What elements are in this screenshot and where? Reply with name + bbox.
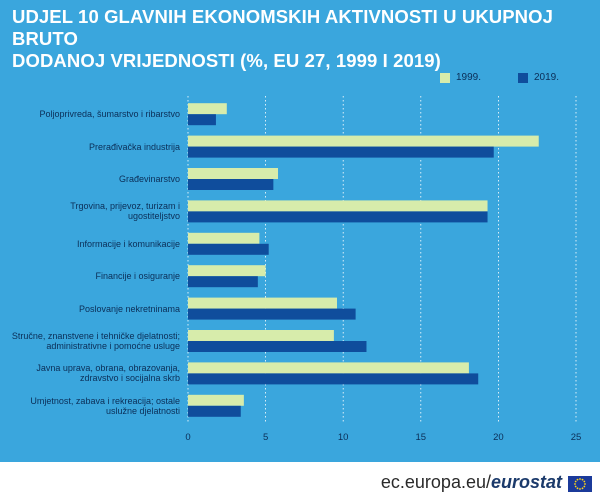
category-label-9: Umjetnost, zabava i rekreacija; ostale us…: [10, 393, 180, 419]
category-label-line: Javna uprava, obrana, obrazovanja,: [36, 363, 180, 374]
tick-label-10: 10: [337, 432, 349, 443]
bar-2019-2: [188, 179, 274, 190]
category-label-line: Trgovina, prijevoz, turizam i: [70, 201, 180, 212]
footer-domain: ec.europa.eu/: [380, 472, 491, 492]
flag-star: [584, 483, 586, 485]
bar-1999-0: [188, 103, 227, 115]
flag-star: [581, 478, 584, 481]
footer-url[interactable]: ec.europa.eu/eurostat: [381, 472, 562, 493]
bar-1999-9: [188, 394, 244, 406]
category-label-text-6: Poslovanje nekretninama: [79, 304, 180, 314]
category-label-text-8: Javna uprava, obrana, obrazovanja, zdravs…: [36, 363, 180, 383]
eu-flag-icon: [568, 476, 592, 492]
tick-label-25: 25: [570, 432, 582, 443]
category-label-line: Umjetnost, zabava i rekreacija; ostale: [30, 395, 180, 406]
bar-2019-9: [188, 405, 241, 417]
flag-star: [579, 478, 581, 480]
category-label-2: Građevinarstvo: [10, 166, 180, 192]
bar-2019-1: [188, 146, 494, 158]
category-label-7: Stručne, znanstvene i tehničke djelatnos…: [10, 328, 180, 354]
tick-label-15: 15: [415, 432, 427, 443]
bar-2019-5: [188, 276, 258, 288]
bar-2019-8: [188, 373, 479, 385]
category-label-4: Informacije i komunikacije: [10, 231, 180, 257]
bar-2019-4: [188, 243, 269, 255]
flag-star: [583, 485, 586, 488]
bar-2019-7: [188, 341, 367, 352]
category-label-line: Stručne, znanstvene i tehničke djelatnos…: [11, 331, 180, 341]
category-label-line: ugostiteljstvo: [127, 211, 180, 222]
category-label-text-0: Poljoprivreda, šumarstvo i ribarstvo: [39, 109, 180, 119]
category-label-line: Informacije i komunikacije: [76, 238, 180, 249]
category-label-line: Poslovanje nekretninama: [78, 303, 180, 314]
flag-star: [576, 487, 579, 490]
tick-label-0: 0: [185, 432, 191, 443]
bar-1999-6: [188, 297, 337, 309]
category-label-line: Financije i osiguranje: [95, 271, 180, 282]
tick-label-5: 5: [262, 432, 269, 443]
category-label-text-4: Informacije i komunikacije: [77, 239, 180, 249]
bar-1999-3: [188, 200, 488, 212]
category-label-1: Prerađivačka industrija: [10, 134, 180, 160]
flag-star: [583, 480, 586, 483]
bar-2019-0: [188, 114, 216, 126]
category-label-text-1: Prerađivačka industrija: [89, 142, 180, 152]
category-label-text-5: Financije i osiguranje: [95, 271, 180, 281]
flag-star: [576, 478, 579, 481]
legend-label: 1999.: [456, 72, 482, 83]
bar-1999-1: [188, 135, 539, 147]
bar-1999-8: [188, 362, 469, 374]
bar-2019-6: [188, 308, 356, 320]
legend-swatch: [440, 72, 450, 83]
category-label-line: Građevinarstvo: [118, 174, 180, 184]
title-line-2: DODANOJ VRIJEDNOSTI (%, EU 27, 1999 I 20…: [12, 50, 441, 71]
bar-1999-7: [188, 330, 334, 341]
flag-star: [581, 487, 584, 490]
category-label-line: administrativne i pomoćne usluge: [46, 341, 180, 351]
legend-item-2019: 2019.: [518, 72, 559, 83]
category-label-text-9: Umjetnost, zabava i rekreacija; ostale us…: [30, 396, 180, 416]
bar-1999-5: [188, 265, 266, 277]
category-label-6: Poslovanje nekretninama: [10, 296, 180, 322]
category-label-text-2: Građevinarstvo: [119, 174, 180, 184]
category-label-line: Poljoprivreda, šumarstvo i ribarstvo: [39, 109, 180, 120]
category-label-line: zdravstvo i socijalna skrb: [79, 373, 180, 384]
flag-star: [579, 488, 581, 490]
legend-swatch: [518, 72, 528, 83]
category-label-line: uslužne djelatnosti: [105, 405, 180, 416]
bar-1999-2: [188, 168, 279, 179]
flag-star: [574, 483, 576, 485]
category-label-line: Prerađivačka industrija: [88, 141, 180, 152]
category-label-3: Trgovina, prijevoz, turizam i ugostiteljs…: [10, 198, 180, 224]
category-label-5: Financije i osiguranje: [10, 263, 180, 289]
bar-1999-4: [188, 232, 260, 244]
legend-item-1999: 1999.: [440, 72, 481, 83]
category-label-8: Javna uprava, obrana, obrazovanja, zdravs…: [10, 360, 180, 386]
category-label-text-7: Stručne, znanstvene i tehničke djelatnos…: [12, 331, 180, 351]
bar-chart: [187, 96, 577, 424]
bar-2019-3: [188, 211, 488, 223]
title-line-1: UDJEL 10 GLAVNIH EKONOMSKIH AKTIVNOSTI U…: [12, 6, 554, 49]
flag-star: [574, 480, 577, 483]
footer-brand: eurostat: [490, 472, 562, 492]
chart-panel: [0, 0, 600, 462]
legend-label: 2019.: [534, 72, 560, 83]
category-label-text-3: Trgovina, prijevoz, turizam i ugostiteljs…: [70, 201, 180, 221]
category-label-0: Poljoprivreda, šumarstvo i ribarstvo: [10, 101, 180, 127]
flag-star: [574, 485, 577, 488]
footer: ec.europa.eu/eurostat: [0, 462, 600, 502]
tick-label-20: 20: [493, 432, 504, 443]
chart-title: UDJEL 10 GLAVNIH EKONOMSKIH AKTIVNOSTI U…: [12, 6, 592, 72]
